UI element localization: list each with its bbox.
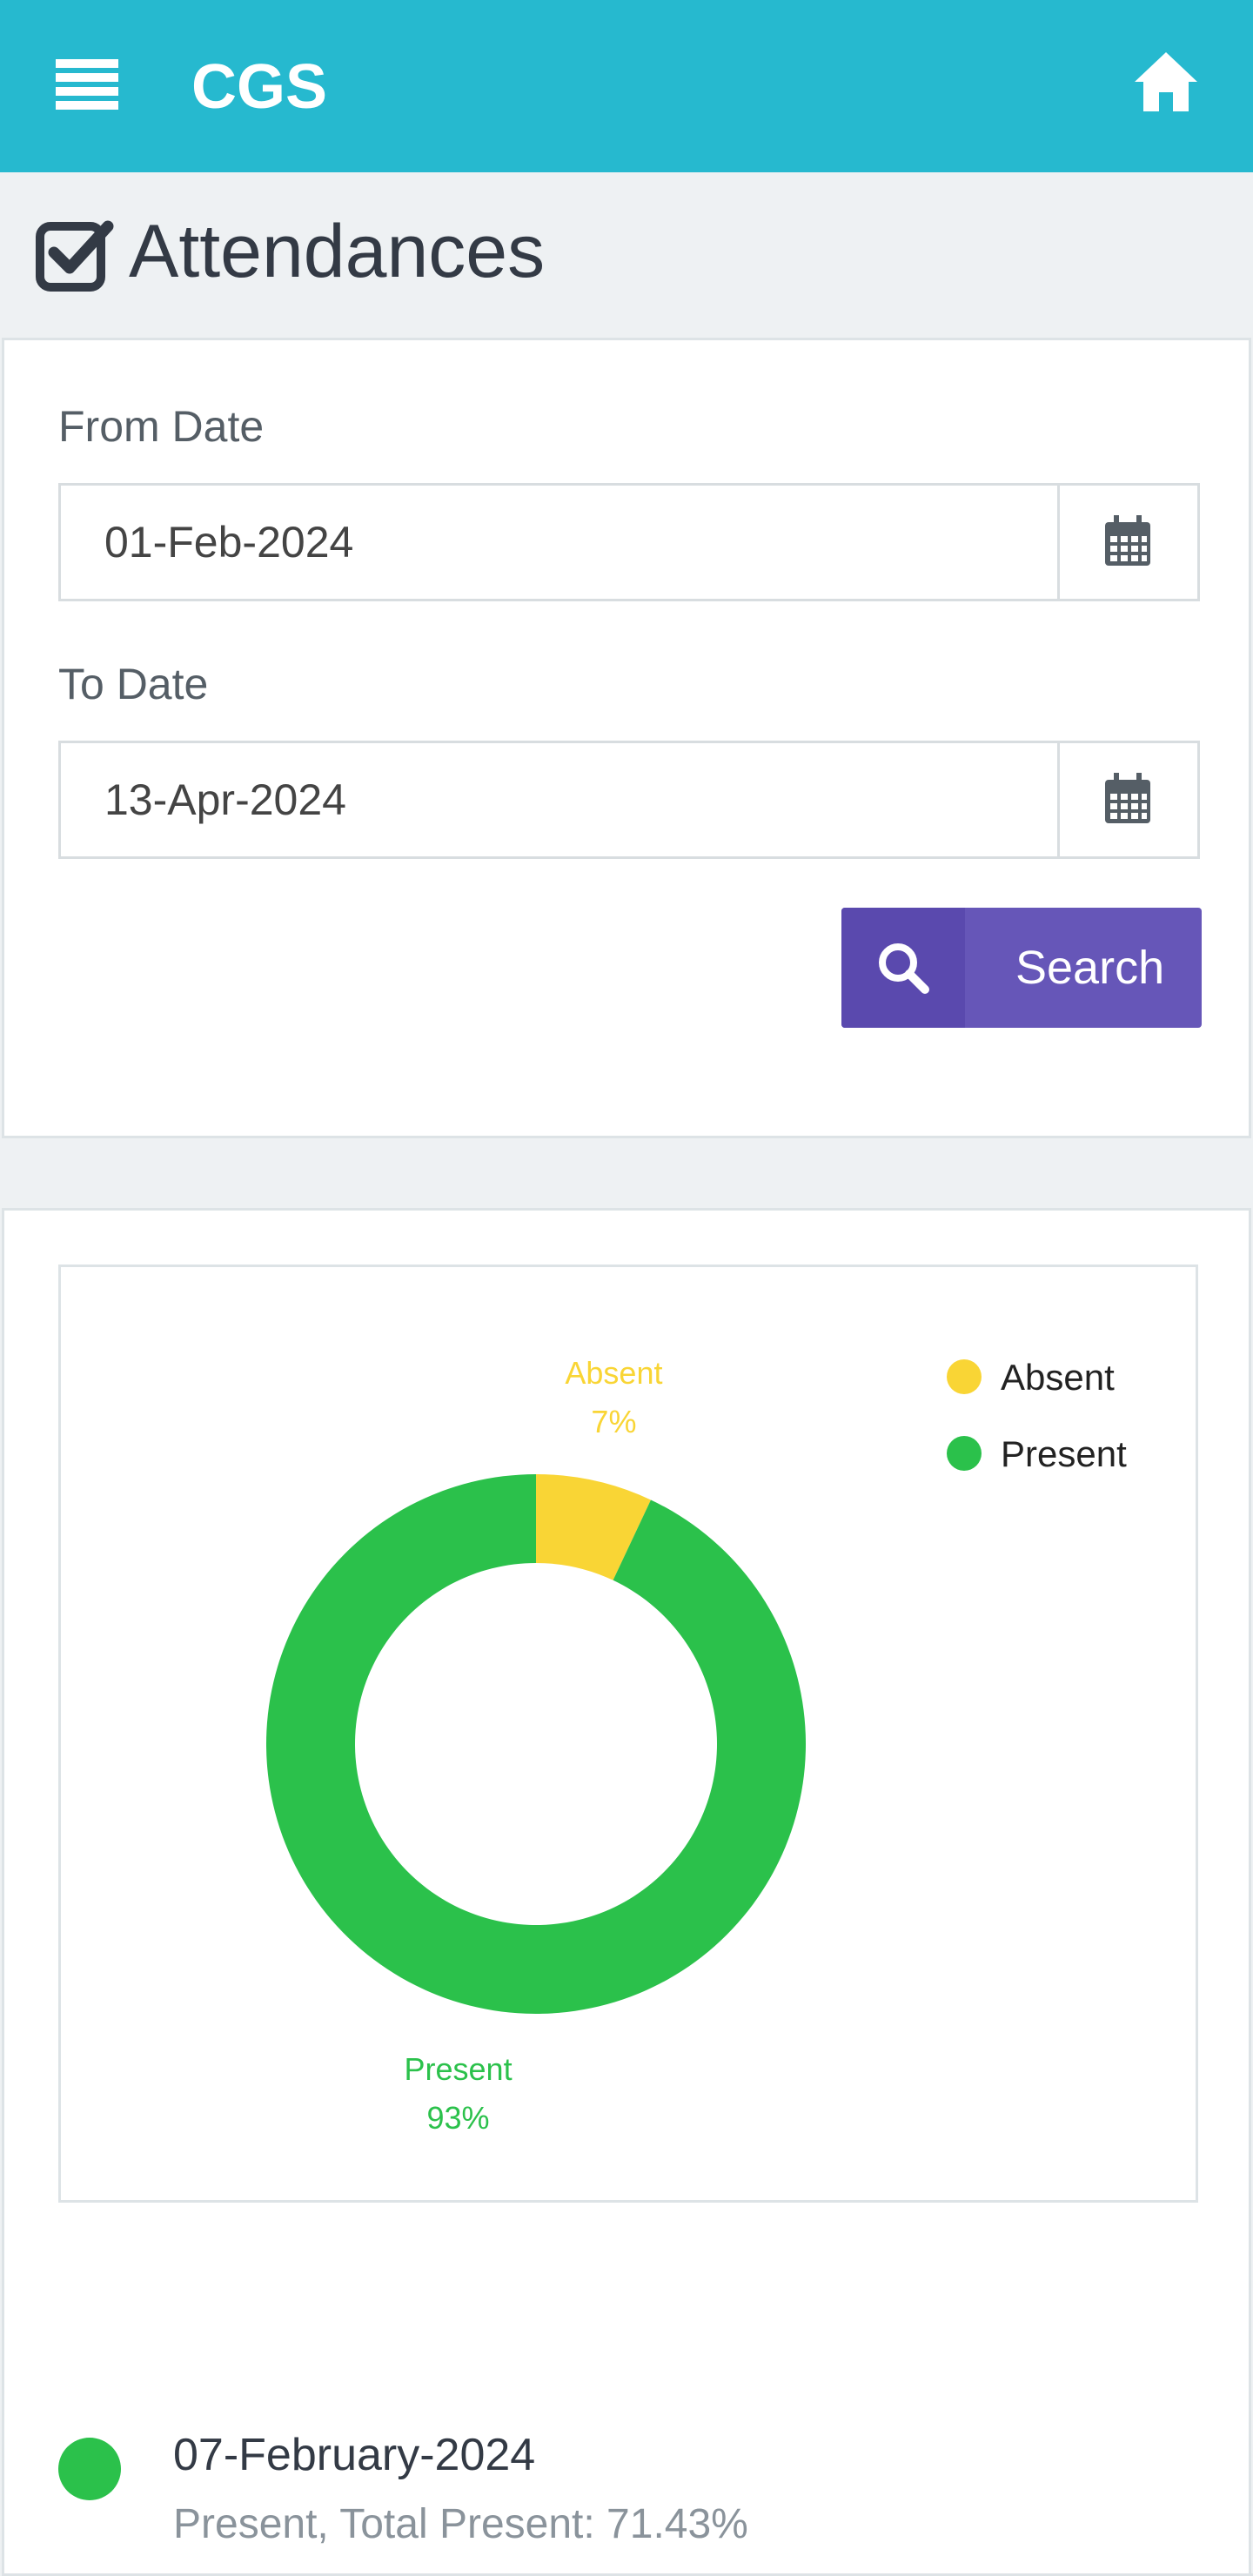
to-date-field[interactable]: 13-Apr-2024 <box>58 741 1200 859</box>
from-date-calendar-button[interactable] <box>1057 486 1197 599</box>
from-date-field[interactable]: 01-Feb-2024 <box>58 483 1200 601</box>
search-button-label: Search <box>1015 942 1165 994</box>
from-date-label: From Date <box>58 402 265 451</box>
calendar-icon <box>1105 773 1150 823</box>
data-label-value-present: 93% <box>427 2100 490 2136</box>
status-dot <box>58 2438 121 2500</box>
home-icon[interactable] <box>1133 49 1199 115</box>
legend-label-absent[interactable]: Absent <box>1001 1357 1115 1398</box>
entry-date: 07-February-2024 <box>173 2430 536 2480</box>
app-title: CGS <box>191 52 328 122</box>
page-header: Attendances <box>0 172 1253 338</box>
calendar-icon <box>1105 515 1150 566</box>
data-label-value-absent: 7% <box>591 1404 636 1439</box>
entry-detail: Present, Total Present: 71.43% <box>173 2501 748 2547</box>
chart-container: Absent 7% Present 93% Absent Present <box>58 1265 1198 2203</box>
slice-present[interactable] <box>266 1474 807 2014</box>
legend-swatch-present <box>947 1436 982 1471</box>
to-date-calendar-button[interactable] <box>1057 743 1197 856</box>
attendance-entry[interactable]: 07-February-2024 Present, Total Present:… <box>58 2377 1189 2568</box>
search-button[interactable]: Search <box>841 908 1202 1028</box>
search-icon-box <box>841 908 965 1028</box>
legend-label-present[interactable]: Present <box>1001 1433 1127 1474</box>
from-date-value[interactable]: 01-Feb-2024 <box>104 518 354 567</box>
data-label-category-present: Present <box>405 2051 513 2087</box>
page-title: Attendances <box>129 210 546 293</box>
checkbox-checked-icon <box>35 214 115 294</box>
to-date-value[interactable]: 13-Apr-2024 <box>104 775 346 824</box>
legend-swatch-absent <box>947 1359 982 1394</box>
search-icon <box>879 943 929 994</box>
date-filter-card: From Date 01-Feb-2024 To Date 13-Apr-202… <box>2 338 1251 1138</box>
attendance-donut-chart: Absent 7% Present 93% Absent Present <box>266 1355 1127 2136</box>
data-label-category-absent: Absent <box>565 1355 662 1391</box>
hamburger-menu-icon[interactable] <box>56 59 118 113</box>
to-date-label: To Date <box>58 660 209 708</box>
attendance-chart-card: Absent 7% Present 93% Absent Present 07-Febru… <box>2 1208 1253 2576</box>
slice-absent[interactable] <box>536 1474 651 1580</box>
top-app-bar: CGS <box>0 0 1253 172</box>
divider <box>4 2573 1253 2576</box>
